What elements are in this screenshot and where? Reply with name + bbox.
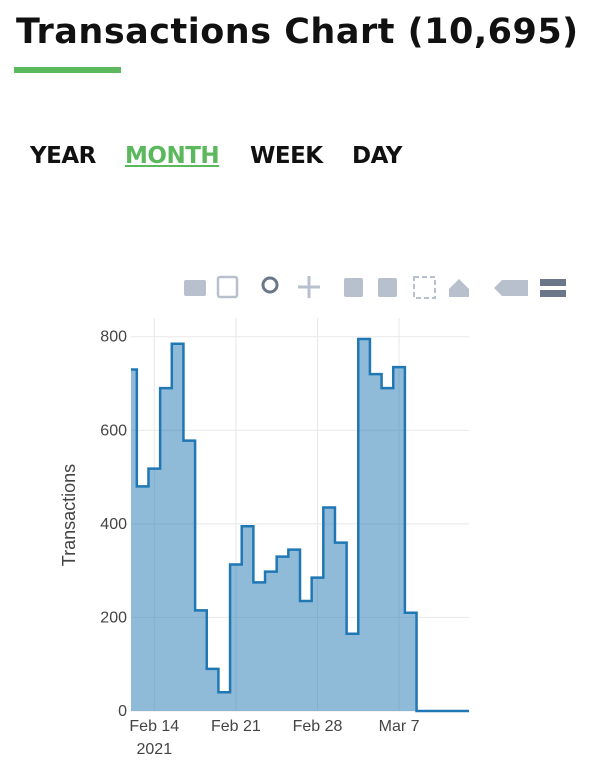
zoom-icon[interactable] [261,276,279,294]
y-tick-label: 800 [100,329,127,346]
x-year-label: 2021 [137,741,173,758]
camera-icon[interactable] [184,280,206,296]
line [131,337,469,713]
y-axis-title: Transactions [59,464,79,566]
zoom-in-icon[interactable] [344,278,363,297]
compare-icon[interactable] [540,279,566,297]
spike-icon[interactable] [494,280,528,296]
zoom-out-icon[interactable] [378,278,397,297]
toolbar [184,275,566,299]
y-tick-label: 400 [100,516,127,533]
x-tick-label: Mar 7 [379,718,420,735]
autoscale-icon[interactable] [413,276,436,299]
save-icon[interactable] [216,275,239,299]
tab[interactable]: YEAR [30,143,96,169]
tab[interactable]: WEEK [250,143,323,169]
reset-icon[interactable] [449,279,469,297]
tab[interactable]: DAY [352,143,402,169]
title-underline [14,67,121,73]
x-tick-label: Feb 28 [293,718,343,735]
y-tick-label: 0 [118,703,127,720]
area [131,339,469,711]
y-tick-label: 200 [100,609,127,626]
pan-icon[interactable] [298,276,320,298]
page-title: Transactions Chart (10,695) [16,12,579,52]
x-tick-label: Feb 21 [211,718,261,735]
y-tick-label: 600 [100,422,127,439]
x-tick-label: Feb 14 [129,718,179,735]
tab[interactable]: MONTH [125,143,220,169]
